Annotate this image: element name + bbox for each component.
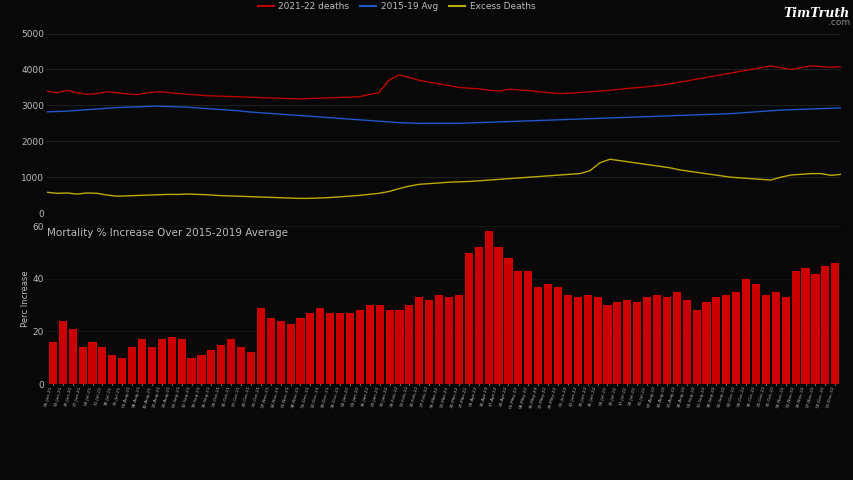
Bar [167, 336, 176, 384]
Bar [365, 305, 374, 384]
Bar [455, 295, 462, 384]
Bar [385, 311, 393, 384]
Bar [464, 252, 473, 384]
Bar [237, 347, 245, 384]
Bar [821, 265, 828, 384]
Bar [494, 247, 502, 384]
Text: Mortality % Increase Over 2015-2019 Average: Mortality % Increase Over 2015-2019 Aver… [47, 228, 287, 238]
Bar [257, 308, 264, 384]
Bar [484, 231, 492, 384]
Bar [335, 313, 344, 384]
Bar [780, 297, 789, 384]
Bar [78, 347, 87, 384]
Bar [810, 274, 819, 384]
Bar [49, 342, 57, 384]
Bar [356, 311, 363, 384]
Bar [514, 271, 522, 384]
Legend: 2021-22 deaths, 2015-19 Avg, Excess Deaths: 2021-22 deaths, 2015-19 Avg, Excess Deat… [253, 0, 538, 15]
Bar [59, 321, 67, 384]
Bar [563, 295, 572, 384]
Bar [98, 347, 107, 384]
Bar [583, 295, 591, 384]
Text: .com: .com [827, 18, 849, 27]
Text: TimTruth: TimTruth [782, 7, 849, 20]
Bar [108, 355, 116, 384]
Bar [533, 287, 542, 384]
Bar [801, 268, 809, 384]
Bar [653, 295, 660, 384]
Bar [434, 295, 443, 384]
Bar [711, 297, 720, 384]
Bar [702, 302, 710, 384]
Bar [642, 297, 650, 384]
Bar [761, 295, 769, 384]
Bar [593, 297, 601, 384]
Bar [444, 297, 453, 384]
Bar [177, 339, 185, 384]
Bar [247, 352, 255, 384]
Bar [623, 300, 630, 384]
Bar [741, 279, 749, 384]
Bar [662, 297, 670, 384]
Bar [287, 324, 294, 384]
Bar [138, 339, 146, 384]
Bar [345, 313, 354, 384]
Bar [326, 313, 334, 384]
Bar [682, 300, 690, 384]
Bar [405, 305, 413, 384]
Bar [573, 297, 581, 384]
Bar [632, 302, 641, 384]
Bar [227, 339, 235, 384]
Bar [791, 271, 798, 384]
Bar [89, 342, 96, 384]
Bar [68, 329, 77, 384]
Bar [771, 292, 779, 384]
Bar [276, 321, 284, 384]
Bar [830, 263, 838, 384]
Bar [474, 247, 482, 384]
Bar [692, 311, 699, 384]
Bar [296, 318, 305, 384]
Bar [425, 300, 432, 384]
Bar [603, 305, 611, 384]
Bar [306, 313, 314, 384]
Bar [316, 308, 324, 384]
Bar [524, 271, 531, 384]
Bar [731, 292, 740, 384]
Bar [543, 284, 552, 384]
Bar [158, 339, 165, 384]
Bar [722, 295, 729, 384]
Bar [188, 358, 195, 384]
Bar [266, 318, 275, 384]
Bar [197, 355, 206, 384]
Bar [672, 292, 680, 384]
Bar [217, 345, 225, 384]
Bar [375, 305, 383, 384]
Bar [148, 347, 156, 384]
Bar [504, 258, 512, 384]
Bar [612, 302, 621, 384]
Bar [118, 358, 126, 384]
Bar [554, 287, 561, 384]
Bar [207, 350, 215, 384]
Bar [415, 297, 423, 384]
Y-axis label: Perc Increase: Perc Increase [20, 270, 30, 327]
Bar [395, 311, 403, 384]
Bar [128, 347, 136, 384]
Bar [751, 284, 759, 384]
